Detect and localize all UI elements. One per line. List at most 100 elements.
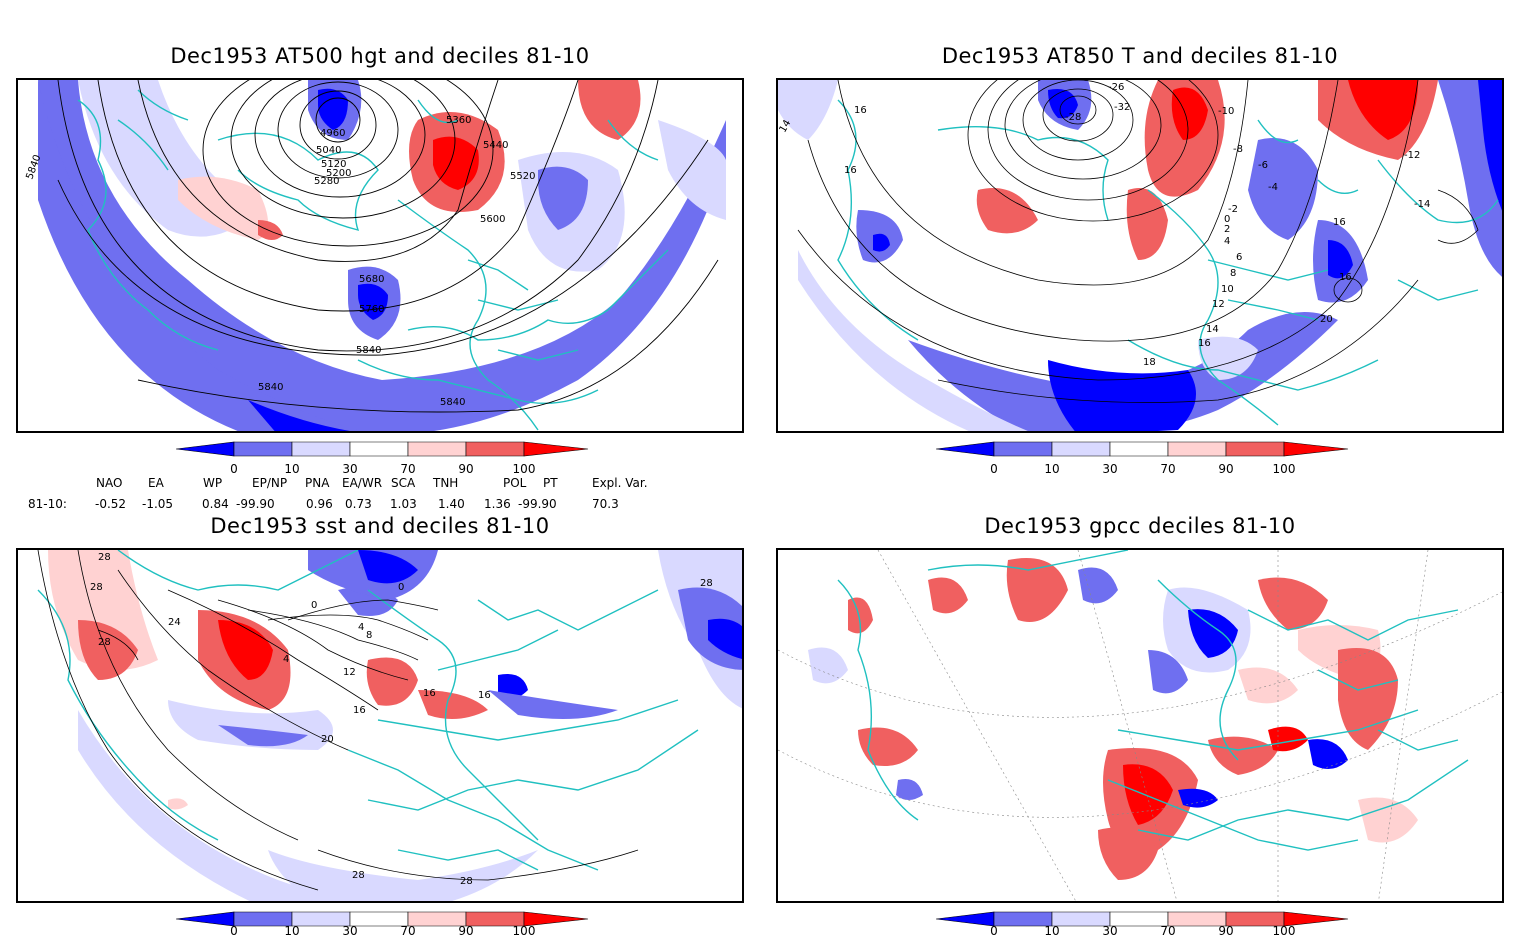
map-hgt500: 4960 5040 5120 5200 5280 5360 5440 5520 … xyxy=(24,80,726,431)
colorbar-sst: 0 10 30 70 90 100 xyxy=(176,910,596,940)
colorbar-swatch xyxy=(349,911,409,927)
index-header: EP/NP xyxy=(252,476,288,490)
svg-text:10: 10 xyxy=(1221,284,1234,295)
colorbar-swatch xyxy=(1225,441,1285,457)
colorbar-swatch xyxy=(407,441,467,457)
svg-text:12: 12 xyxy=(343,667,356,678)
colorbar-tick: 90 xyxy=(1218,462,1234,476)
index-value: -99.90 xyxy=(236,497,275,511)
colorbar-tick: 100 xyxy=(512,924,536,938)
index-header: POL xyxy=(503,476,527,490)
svg-text:5680: 5680 xyxy=(359,274,384,285)
svg-text:-14: -14 xyxy=(1414,199,1430,210)
svg-text:16: 16 xyxy=(353,705,366,716)
svg-text:-28: -28 xyxy=(1065,112,1081,123)
svg-text:5840: 5840 xyxy=(258,382,283,393)
colorbar-swatches xyxy=(176,441,589,457)
colorbar-swatch xyxy=(407,911,467,927)
svg-text:24: 24 xyxy=(168,617,181,628)
svg-text:5280: 5280 xyxy=(314,176,339,187)
colorbar-swatch xyxy=(1109,911,1169,927)
svg-text:4: 4 xyxy=(283,654,289,665)
svg-text:16: 16 xyxy=(1198,338,1211,349)
svg-text:28: 28 xyxy=(700,578,713,589)
svg-text:0: 0 xyxy=(311,600,317,611)
svg-text:28: 28 xyxy=(98,552,111,563)
index-value: 1.03 xyxy=(390,497,417,511)
map-panel-sst: 28 28 24 28 4 0 0 4 8 12 16 16 16 20 28 … xyxy=(16,548,744,903)
colorbar-swatch xyxy=(1167,911,1227,927)
contour-labels: 16 14 16 -28 -32 -26 -10 -8 -6 -4 -2 0 2… xyxy=(778,82,1430,368)
svg-text:28: 28 xyxy=(90,582,103,593)
coastlines xyxy=(77,89,669,431)
svg-text:-10: -10 xyxy=(1218,106,1234,117)
colorbar-tick: 70 xyxy=(400,462,416,476)
svg-text:-6: -6 xyxy=(1258,160,1268,171)
svg-text:5120: 5120 xyxy=(321,159,346,170)
svg-text:4: 4 xyxy=(358,622,364,633)
colorbar-tick: 10 xyxy=(1044,462,1060,476)
index-header: TNH xyxy=(433,476,459,490)
map-gpcc xyxy=(778,550,1502,901)
svg-text:16: 16 xyxy=(844,165,857,176)
colorbar-arrow-low xyxy=(176,911,235,927)
svg-text:-12: -12 xyxy=(1404,150,1420,161)
svg-text:-8: -8 xyxy=(1233,144,1243,155)
colorbar-swatch xyxy=(291,911,351,927)
colorbar-arrow-high xyxy=(523,911,589,927)
svg-text:8: 8 xyxy=(366,630,372,641)
index-value: 0.73 xyxy=(345,497,372,511)
svg-text:12: 12 xyxy=(1212,299,1225,310)
index-value: -1.05 xyxy=(142,497,174,511)
index-header: NAO xyxy=(96,476,123,490)
colorbar-swatch xyxy=(1167,441,1227,457)
svg-text:16: 16 xyxy=(478,690,491,701)
contours xyxy=(57,80,719,413)
colorbar-tick: 90 xyxy=(1218,924,1234,938)
index-value: 1.40 xyxy=(438,497,465,511)
index-value: 1.36 xyxy=(484,497,511,511)
colorbar-tick: 100 xyxy=(1272,462,1296,476)
colorbar-tick: 10 xyxy=(1044,924,1060,938)
colorbar-tick: 30 xyxy=(1102,462,1118,476)
teleconnection-indices: NAO EA WP EP/NP PNA EA/WR SCA TNH POL PT… xyxy=(0,474,760,514)
colorbar-arrow-high xyxy=(1283,911,1349,927)
svg-text:5520: 5520 xyxy=(510,171,535,182)
svg-text:5840: 5840 xyxy=(440,397,465,408)
colorbar-arrow-low xyxy=(936,441,995,457)
colorbar-t850: 0 10 30 70 90 100 xyxy=(936,440,1356,480)
decile-shading xyxy=(778,80,1502,431)
svg-text:18: 18 xyxy=(1143,357,1156,368)
colorbar-swatch xyxy=(233,441,293,457)
index-header: EA xyxy=(148,476,164,490)
colorbar-tick: 10 xyxy=(284,924,300,938)
contours xyxy=(37,550,639,891)
graticule xyxy=(778,550,1502,901)
map-panel-gpcc xyxy=(776,548,1504,903)
colorbar-swatch xyxy=(1051,911,1111,927)
panel-title-t850: Dec1953 AT850 T and deciles 81-10 xyxy=(941,44,1339,68)
index-value: 0.84 xyxy=(202,497,229,511)
colorbar-tick: 70 xyxy=(1160,924,1176,938)
svg-text:14: 14 xyxy=(1206,324,1219,335)
colorbar-tick: 90 xyxy=(458,924,474,938)
contour-labels: 28 28 24 28 4 0 0 4 8 12 16 16 16 20 28 … xyxy=(90,552,713,887)
svg-text:2: 2 xyxy=(1224,224,1230,235)
colorbar-arrow-high xyxy=(1283,441,1349,457)
svg-text:28: 28 xyxy=(352,870,365,881)
svg-text:5600: 5600 xyxy=(480,214,505,225)
svg-text:16: 16 xyxy=(1339,272,1352,283)
decile-shading xyxy=(48,550,742,901)
svg-text:5200: 5200 xyxy=(326,168,351,179)
colorbar-swatches xyxy=(936,911,1349,927)
contours xyxy=(797,80,1479,403)
map-panel-hgt500: 4960 5040 5120 5200 5280 5360 5440 5520 … xyxy=(16,78,744,433)
index-value: -99.90 xyxy=(518,497,557,511)
index-value: 0.96 xyxy=(306,497,333,511)
colorbar-tick: 30 xyxy=(1102,924,1118,938)
svg-text:-32: -32 xyxy=(1114,102,1130,113)
index-header: PNA xyxy=(305,476,330,490)
coastlines xyxy=(837,99,1499,426)
svg-text:28: 28 xyxy=(460,876,473,887)
colorbar-tick: 90 xyxy=(458,462,474,476)
